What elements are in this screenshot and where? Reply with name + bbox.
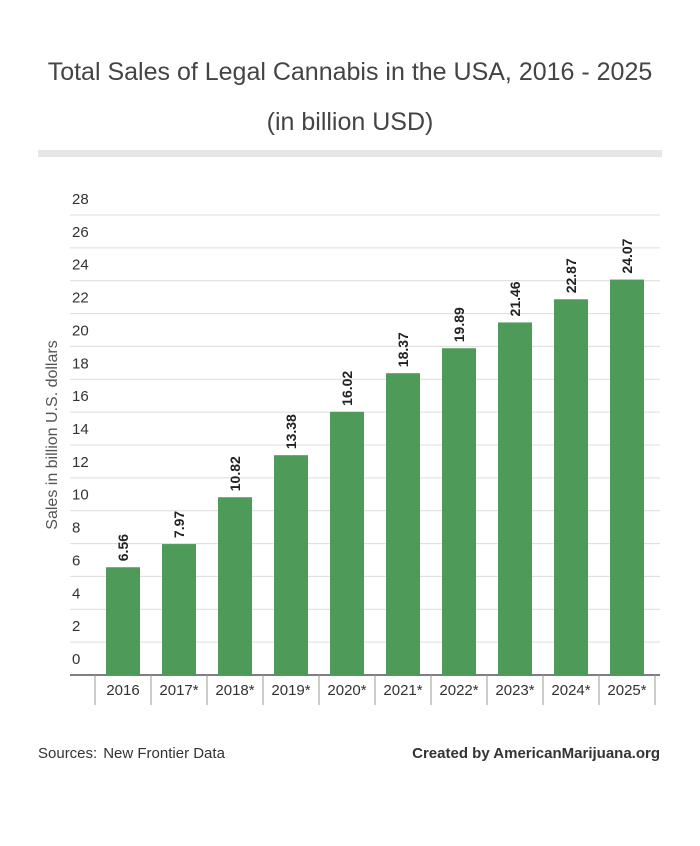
y-tick-label: 8 <box>72 520 80 537</box>
x-tick-label: 2017* <box>159 682 198 699</box>
bar <box>498 322 532 675</box>
bar <box>386 373 420 675</box>
value-label: 22.87 <box>563 258 579 293</box>
x-tick-label: 2020* <box>327 682 366 699</box>
source-label: Sources: <box>38 745 98 762</box>
y-tick-label: 12 <box>72 454 89 471</box>
y-tick-label: 0 <box>72 651 80 668</box>
value-label: 6.56 <box>115 534 131 561</box>
x-tick-label: 2024* <box>551 682 590 699</box>
y-tick-label: 24 <box>72 257 89 274</box>
bar <box>610 279 644 675</box>
bar <box>106 567 140 675</box>
bar <box>330 411 364 675</box>
source-line: Sources: New Frontier Data <box>38 745 225 762</box>
y-tick-label: 22 <box>72 290 89 307</box>
x-tick-label: 2021* <box>383 682 422 699</box>
x-tick-label: 2016 <box>106 682 139 699</box>
chart-title: Total Sales of Legal Cannabis in the USA… <box>47 58 653 136</box>
value-label: 16.02 <box>339 371 355 406</box>
y-tick-label: 4 <box>72 585 80 602</box>
value-label: 24.07 <box>619 238 635 273</box>
source: New Frontier Data <box>103 745 225 762</box>
bar <box>218 497 252 675</box>
y-tick-label: 18 <box>72 355 89 372</box>
title-rule <box>38 150 662 157</box>
value-label: 21.46 <box>507 281 523 316</box>
x-tick-label: 2019* <box>271 682 310 699</box>
bar <box>554 299 588 675</box>
y-tick-label: 20 <box>72 322 89 339</box>
value-label: 13.38 <box>283 414 299 449</box>
x-tick-label: 2022* <box>439 682 478 699</box>
value-label: 18.37 <box>395 332 411 367</box>
y-tick-label: 16 <box>72 388 89 405</box>
y-tick-label: 6 <box>72 552 80 569</box>
value-label: 19.89 <box>451 307 467 342</box>
y-tick-label: 26 <box>72 224 89 241</box>
value-label: 7.97 <box>171 511 187 538</box>
bar <box>162 544 196 675</box>
y-tick-label: 10 <box>72 487 89 504</box>
x-tick-label: 2018* <box>215 682 254 699</box>
bar <box>442 348 476 675</box>
value-label: 10.82 <box>227 456 243 491</box>
x-tick-label: 2023* <box>495 682 534 699</box>
y-tick-label: 14 <box>72 421 89 438</box>
x-tick-label: 2025* <box>607 682 646 699</box>
bar <box>274 455 308 675</box>
y-axis-title: Sales in billion U.S. dollars <box>44 340 61 529</box>
credit: Created by AmericanMarijuana.org <box>412 745 660 762</box>
y-tick-label: 2 <box>72 618 80 635</box>
y-tick-label: 28 <box>72 191 89 208</box>
